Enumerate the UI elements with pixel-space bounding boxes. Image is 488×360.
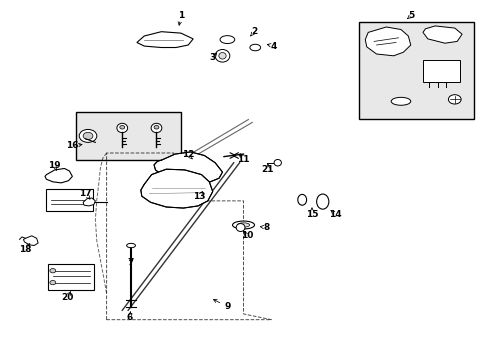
Ellipse shape bbox=[316, 194, 328, 209]
Text: 8: 8 bbox=[263, 223, 269, 232]
Ellipse shape bbox=[126, 243, 135, 248]
Text: 2: 2 bbox=[251, 27, 257, 36]
Ellipse shape bbox=[215, 50, 229, 62]
Ellipse shape bbox=[249, 44, 260, 51]
Text: 21: 21 bbox=[261, 165, 274, 174]
Text: 3: 3 bbox=[209, 53, 215, 62]
Polygon shape bbox=[23, 236, 38, 246]
Ellipse shape bbox=[273, 159, 281, 166]
Ellipse shape bbox=[232, 221, 254, 229]
Bar bbox=[359, 22, 473, 119]
Text: 4: 4 bbox=[270, 42, 277, 51]
Circle shape bbox=[83, 132, 93, 139]
Text: 10: 10 bbox=[240, 231, 253, 240]
Bar bbox=[48, 264, 94, 290]
Ellipse shape bbox=[297, 194, 306, 205]
Ellipse shape bbox=[237, 223, 249, 227]
Text: 9: 9 bbox=[224, 302, 230, 311]
Polygon shape bbox=[83, 198, 95, 206]
Text: 14: 14 bbox=[328, 210, 341, 219]
Ellipse shape bbox=[117, 123, 127, 133]
Circle shape bbox=[154, 126, 159, 129]
Text: 6: 6 bbox=[126, 313, 132, 322]
Bar bbox=[46, 189, 93, 211]
Ellipse shape bbox=[220, 36, 234, 44]
Ellipse shape bbox=[390, 97, 410, 105]
Text: 7: 7 bbox=[127, 258, 134, 267]
Polygon shape bbox=[137, 32, 193, 48]
Circle shape bbox=[50, 280, 56, 285]
Text: 18: 18 bbox=[19, 245, 32, 253]
Text: 13: 13 bbox=[193, 192, 205, 201]
Text: 15: 15 bbox=[305, 210, 318, 219]
Polygon shape bbox=[141, 169, 212, 208]
Polygon shape bbox=[45, 168, 72, 183]
Polygon shape bbox=[365, 27, 410, 56]
Text: 20: 20 bbox=[61, 292, 74, 302]
Text: 16: 16 bbox=[66, 141, 79, 150]
Circle shape bbox=[120, 126, 124, 129]
Bar bbox=[76, 112, 181, 160]
Polygon shape bbox=[422, 26, 461, 43]
Circle shape bbox=[447, 95, 460, 104]
Text: 1: 1 bbox=[178, 11, 183, 20]
Text: 12: 12 bbox=[182, 150, 194, 159]
Circle shape bbox=[50, 269, 56, 273]
Text: 11: 11 bbox=[237, 155, 249, 163]
Ellipse shape bbox=[219, 53, 225, 59]
Ellipse shape bbox=[236, 224, 244, 231]
Circle shape bbox=[79, 130, 97, 142]
Text: 5: 5 bbox=[408, 11, 414, 20]
Ellipse shape bbox=[151, 123, 162, 133]
Text: 17: 17 bbox=[79, 189, 92, 198]
Polygon shape bbox=[154, 152, 222, 184]
Bar bbox=[422, 59, 459, 82]
Text: 19: 19 bbox=[48, 161, 61, 170]
